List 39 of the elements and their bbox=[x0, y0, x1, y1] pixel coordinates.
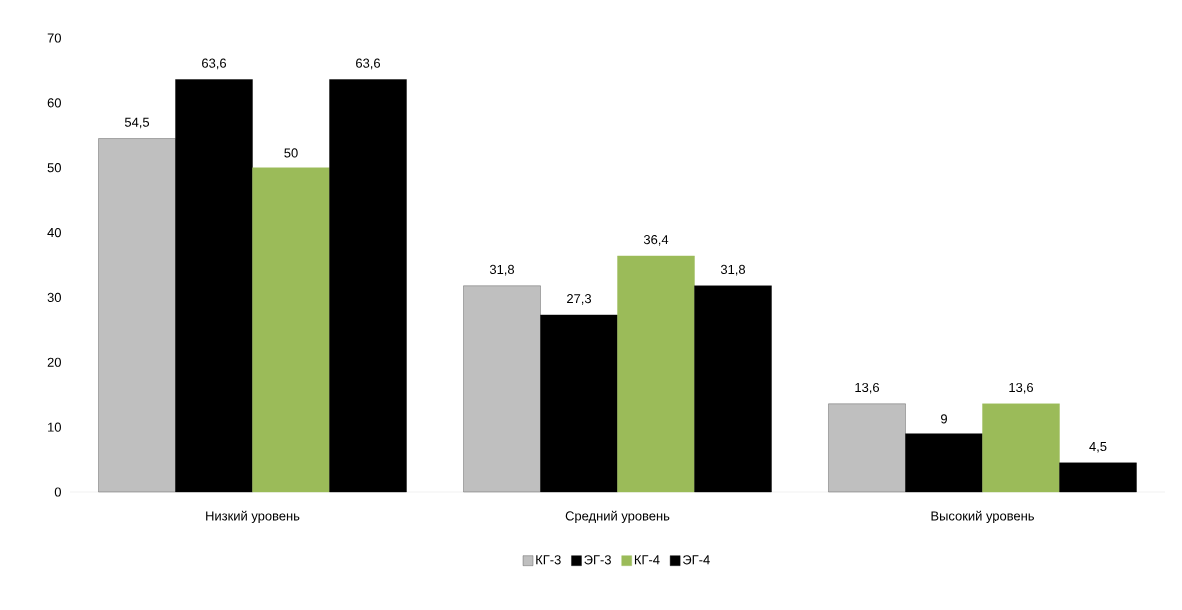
legend-label: ЭГ-4 bbox=[683, 555, 710, 565]
y-tick-label: 20 bbox=[47, 357, 61, 367]
data-label: 27,3 bbox=[567, 294, 592, 305]
data-label: 31,8 bbox=[489, 264, 515, 276]
x-tick-label: Высокий уровень bbox=[931, 510, 1035, 524]
y-tick-label: 50 bbox=[47, 163, 61, 173]
legend-label: КГ-4 bbox=[634, 555, 660, 565]
data-label: 13,6 bbox=[1009, 382, 1034, 394]
data-label: 63,6 bbox=[356, 58, 381, 70]
bar bbox=[828, 403, 906, 493]
bar bbox=[694, 285, 772, 493]
x-tick-label: Низкий уровень bbox=[206, 510, 300, 524]
bar bbox=[463, 285, 541, 493]
legend-label: КГ-3 bbox=[536, 555, 561, 565]
bar bbox=[905, 433, 983, 493]
y-tick-label: 0 bbox=[54, 487, 61, 497]
data-label: 54,5 bbox=[124, 117, 150, 129]
data-label: 31,8 bbox=[720, 264, 746, 276]
x-tick-label: Средний уровень bbox=[565, 510, 670, 524]
bar bbox=[1059, 462, 1137, 493]
data-label: 50 bbox=[284, 148, 298, 158]
data-label: 36,4 bbox=[643, 235, 669, 246]
bar bbox=[252, 167, 330, 493]
bar bbox=[329, 79, 407, 493]
data-label: 13,6 bbox=[855, 382, 880, 394]
bar bbox=[175, 79, 253, 493]
data-label: 63,6 bbox=[202, 58, 227, 70]
y-tick-label: 70 bbox=[47, 33, 61, 43]
y-tick-label: 40 bbox=[47, 227, 61, 238]
bar bbox=[98, 138, 176, 493]
y-tick-label: 10 bbox=[48, 422, 61, 432]
bar bbox=[617, 255, 695, 493]
y-tick-label: 60 bbox=[47, 98, 61, 108]
legend-label: ЭГ-3 bbox=[584, 555, 611, 565]
y-tick-label: 30 bbox=[47, 292, 61, 303]
bar bbox=[982, 403, 1060, 493]
data-label: 4,5 bbox=[1089, 442, 1107, 453]
bar bbox=[540, 314, 618, 493]
data-label: 9 bbox=[941, 414, 947, 424]
